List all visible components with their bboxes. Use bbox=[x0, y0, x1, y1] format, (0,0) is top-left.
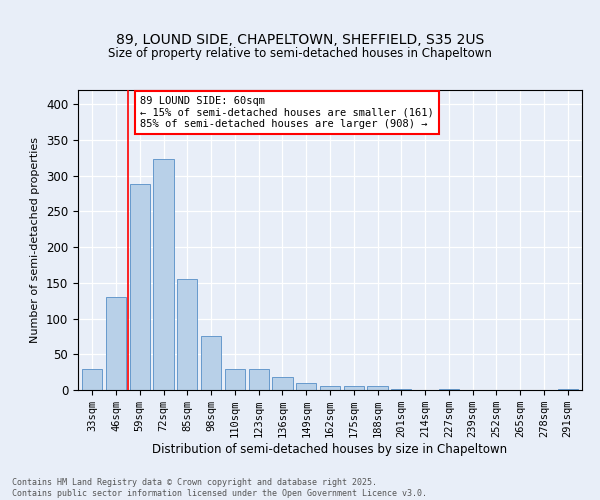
Bar bbox=[154, 160, 173, 390]
Bar bbox=[391, 388, 412, 390]
Bar bbox=[557, 388, 578, 390]
Bar bbox=[225, 368, 245, 390]
Text: 89, LOUND SIDE, CHAPELTOWN, SHEFFIELD, S35 2US: 89, LOUND SIDE, CHAPELTOWN, SHEFFIELD, S… bbox=[116, 32, 484, 46]
Text: 89 LOUND SIDE: 60sqm
← 15% of semi-detached houses are smaller (161)
85% of semi: 89 LOUND SIDE: 60sqm ← 15% of semi-detac… bbox=[140, 96, 434, 129]
Bar bbox=[82, 368, 103, 390]
Bar bbox=[272, 377, 293, 390]
Bar bbox=[130, 184, 150, 390]
Bar bbox=[344, 386, 364, 390]
X-axis label: Distribution of semi-detached houses by size in Chapeltown: Distribution of semi-detached houses by … bbox=[152, 443, 508, 456]
Text: Contains HM Land Registry data © Crown copyright and database right 2025.
Contai: Contains HM Land Registry data © Crown c… bbox=[12, 478, 427, 498]
Bar bbox=[248, 368, 269, 390]
Bar bbox=[106, 297, 126, 390]
Bar bbox=[201, 336, 221, 390]
Text: Size of property relative to semi-detached houses in Chapeltown: Size of property relative to semi-detach… bbox=[108, 48, 492, 60]
Bar bbox=[296, 383, 316, 390]
Bar bbox=[320, 386, 340, 390]
Bar bbox=[367, 386, 388, 390]
Y-axis label: Number of semi-detached properties: Number of semi-detached properties bbox=[31, 137, 40, 343]
Bar bbox=[177, 280, 197, 390]
Bar bbox=[439, 388, 459, 390]
